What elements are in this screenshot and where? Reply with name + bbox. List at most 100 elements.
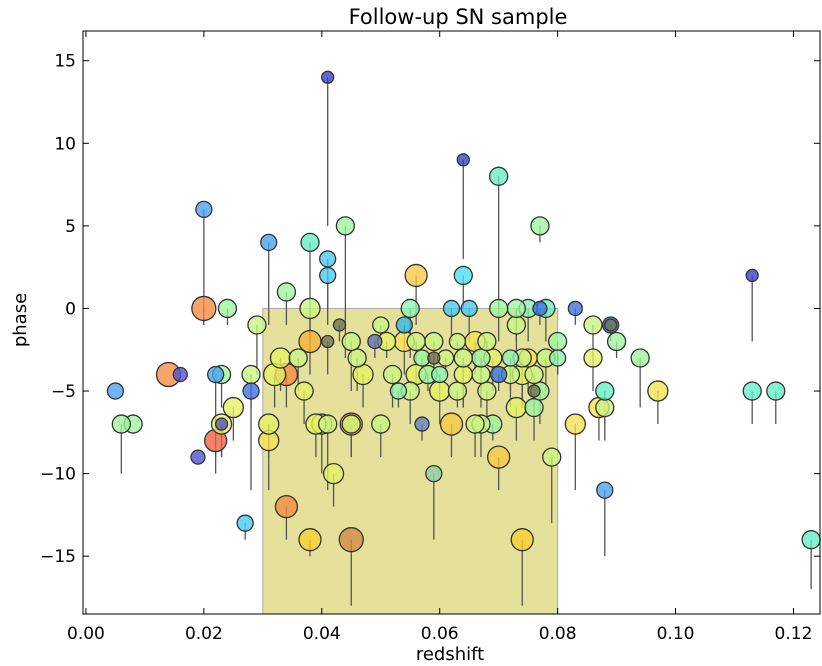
data-point	[542, 447, 562, 467]
x-tick-label: 0.06	[421, 624, 459, 644]
data-point	[524, 397, 544, 418]
y-axis-label: phase	[10, 293, 31, 347]
data-point	[606, 331, 627, 352]
data-point	[506, 298, 527, 319]
data-point	[487, 445, 511, 469]
data-point	[453, 364, 473, 385]
data-point	[596, 481, 614, 499]
y-tick-label: −10	[40, 465, 76, 485]
data-point	[471, 364, 491, 385]
x-tick-label: 0.00	[67, 624, 105, 644]
data-point	[501, 349, 520, 367]
data-point	[424, 331, 444, 352]
data-point	[298, 329, 322, 354]
data-point	[338, 527, 364, 553]
data-point	[630, 348, 650, 368]
data-point	[465, 414, 485, 434]
data-point	[400, 298, 420, 319]
data-point	[404, 263, 428, 288]
y-tick-label: 0	[65, 299, 76, 319]
data-point	[567, 300, 583, 317]
x-tick-label: 0.04	[303, 624, 341, 644]
data-point	[745, 268, 759, 283]
y-tick-label: 5	[65, 217, 76, 237]
data-point	[425, 464, 443, 483]
data-point	[288, 348, 308, 368]
plot-frame	[82, 30, 821, 615]
y-tick-label: 15	[54, 52, 76, 72]
data-point	[389, 382, 408, 400]
data-point	[217, 298, 238, 319]
data-point	[766, 381, 786, 401]
x-axis-ticks: 0.00 0.02 0.04 0.06 0.08 0.10 0.12	[67, 31, 812, 644]
y-axis-ticks: 15 10 5 0 −5 −10 −15	[40, 52, 820, 567]
data-point	[604, 318, 618, 332]
data-point	[321, 334, 335, 349]
data-point	[299, 297, 321, 320]
data-point	[742, 381, 762, 401]
data-point	[490, 365, 508, 384]
data-point	[207, 365, 225, 384]
data-point	[489, 166, 509, 186]
data-point	[406, 331, 426, 352]
data-point	[527, 384, 541, 398]
data-point	[106, 382, 125, 400]
data-point	[236, 514, 254, 532]
y-tick-label: 10	[54, 134, 76, 154]
data-point	[456, 153, 470, 167]
data-point	[242, 382, 260, 400]
data-point	[530, 216, 550, 236]
data-point	[372, 316, 390, 334]
data-point	[341, 331, 361, 352]
data-point	[583, 348, 603, 368]
data-point	[477, 381, 497, 401]
data-point	[190, 449, 206, 465]
data-point	[321, 70, 335, 84]
chart-title: Follow-up SN sample	[349, 5, 568, 29]
x-tick-label: 0.08	[539, 624, 577, 644]
data-point	[347, 348, 367, 368]
x-tick-label: 0.02	[185, 624, 223, 644]
data-point	[447, 381, 468, 401]
data-point	[371, 414, 391, 434]
data-point	[319, 250, 337, 268]
data-point	[532, 300, 548, 317]
data-point	[195, 200, 213, 219]
data-point	[547, 331, 568, 352]
data-point	[414, 416, 430, 432]
data-point	[442, 299, 461, 318]
data-point	[322, 462, 345, 485]
data-point	[395, 316, 413, 334]
data-point	[222, 396, 244, 419]
data-point	[332, 318, 347, 332]
data-point	[448, 332, 467, 351]
data-point	[801, 530, 821, 550]
data-point	[382, 364, 403, 385]
data-point	[647, 380, 669, 402]
data-point	[335, 216, 356, 236]
data-point	[258, 413, 280, 435]
data-point	[548, 349, 567, 367]
data-point	[524, 364, 544, 385]
data-point	[471, 348, 491, 368]
data-point	[241, 364, 261, 385]
data-point	[460, 299, 478, 318]
data-point	[300, 232, 320, 253]
y-tick-label: −5	[51, 382, 76, 402]
data-point	[564, 413, 586, 435]
data-point	[583, 315, 603, 335]
data-point	[247, 315, 267, 335]
data-point	[439, 412, 464, 436]
data-point	[298, 528, 322, 552]
data-point	[506, 315, 527, 335]
y-tick-label: −15	[40, 547, 76, 567]
data-point	[429, 380, 451, 402]
data-point	[294, 381, 314, 401]
data-point	[318, 414, 338, 434]
data-point	[489, 298, 509, 319]
data-point	[477, 331, 497, 352]
data-point	[191, 295, 217, 322]
data-point	[595, 381, 615, 401]
data-point	[269, 347, 292, 369]
